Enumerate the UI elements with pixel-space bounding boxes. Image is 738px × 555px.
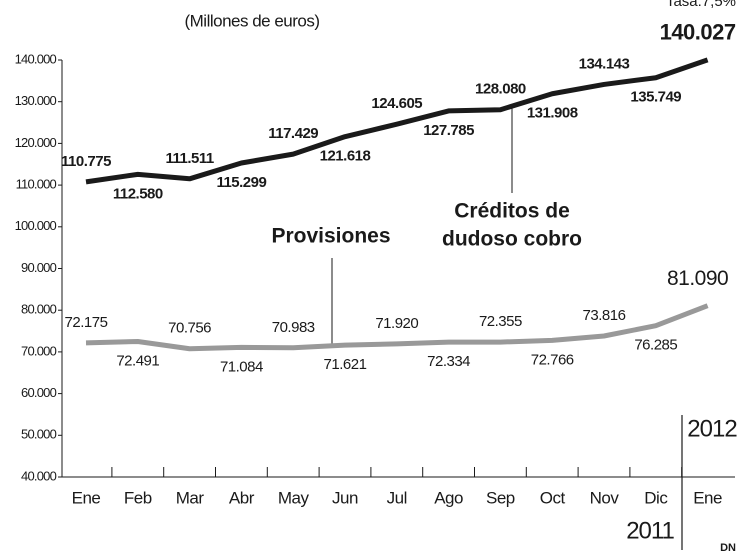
data-label: 72.334 [427,353,470,370]
data-label: 140.027 [660,20,736,45]
data-label: 72.491 [116,352,159,369]
line [85,303,709,352]
year-label: 2012 [687,415,737,442]
y-tick-label: 50.000 [21,427,57,442]
data-label: 134.143 [579,55,630,72]
y-tick-label: 100.000 [15,218,57,233]
x-tick-label: Feb [124,488,152,507]
y-tick-label: 90.000 [21,260,57,275]
x-tick-label: Mar [176,488,205,507]
x-tick-label: Jun [332,488,358,507]
data-label: 72.766 [531,351,574,368]
y-tick-label: 120.000 [15,135,57,150]
data-label: 72.175 [65,314,108,331]
data-label: 70.983 [272,319,315,336]
x-tick-label: Jul [387,488,407,507]
data-label: 110.775 [61,153,111,170]
x-tick-label: May [278,488,310,507]
data-label: 124.605 [371,95,422,112]
y-tick-label: 60.000 [21,385,57,400]
x-tick-label: Sep [486,488,515,507]
x-tick-label: Ene [72,488,101,507]
data-label: 71.621 [324,356,367,373]
source: DN [720,542,736,554]
x-tick-label: Abr [229,488,255,507]
data-label: 135.749 [630,89,681,106]
y-tick-label: 40.000 [21,468,57,483]
x-tick-label: Ene [693,488,722,507]
subtitle: (Millones de euros) [184,11,319,30]
y-tick-label: 130.000 [15,93,57,108]
y-tick-label: 80.000 [21,302,57,317]
data-label: 128.080 [475,81,526,98]
y-tick-label: 140.000 [15,51,57,66]
x-tick-label: Nov [590,488,620,507]
annotation: Provisiones [271,225,390,248]
data-label: 81.090 [667,267,728,290]
year-label: 2011 [626,517,674,544]
data-label: 71.920 [375,315,418,332]
data-label: 121.618 [320,148,371,165]
data-label: 72.355 [479,313,522,330]
annotation: Créditos de [454,200,570,223]
x-tick-label: Ago [434,488,463,507]
data-label: 76.285 [634,337,677,354]
data-label: 70.756 [168,320,211,337]
data-label: 117.429 [268,125,318,142]
data-label: 71.084 [220,358,263,375]
data-label: 115.299 [216,174,266,191]
x-tick-label: Dic [644,488,668,507]
data-label: 73.816 [583,307,626,324]
line [85,57,709,185]
data-label: 131.908 [527,105,578,122]
data-label: 127.785 [423,122,474,139]
annotation: dudoso cobro [442,228,582,251]
y-tick-label: 110.000 [16,177,57,192]
data-label: 111.511 [165,150,213,167]
y-tick-label: 70.000 [21,343,57,358]
data-label: 112.580 [113,185,163,202]
rate-note: Tasa:7,5% [666,0,736,10]
x-tick-label: Oct [540,488,566,507]
